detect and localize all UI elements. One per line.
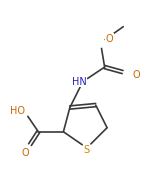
Text: S: S [84, 145, 90, 155]
Text: O: O [105, 34, 113, 44]
Text: HN: HN [72, 77, 87, 87]
Text: O: O [133, 70, 141, 80]
Text: HO: HO [10, 106, 25, 116]
Text: O: O [22, 148, 29, 158]
